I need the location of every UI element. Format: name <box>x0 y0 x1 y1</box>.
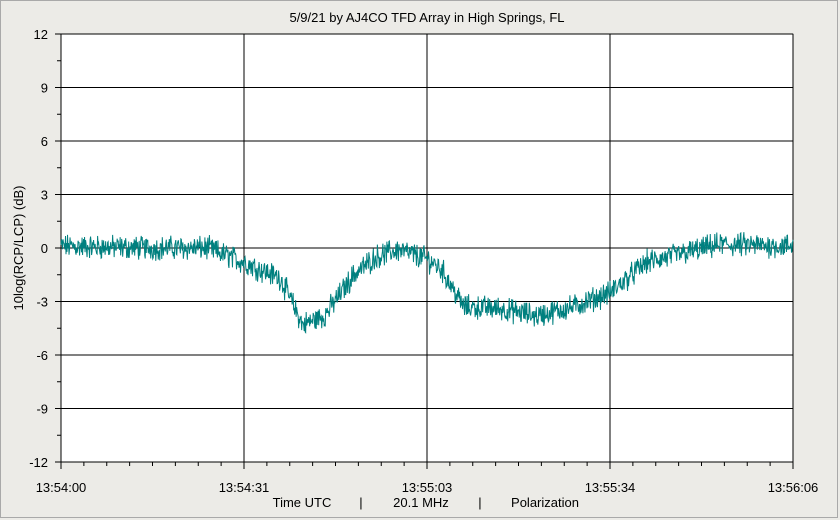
x-tick-label-0: 13:54:00 <box>36 480 87 495</box>
x-axis-label-time: Time UTC <box>273 495 332 510</box>
x-axis-separator-2: | <box>478 495 481 510</box>
x-axis-separator-1: | <box>359 495 362 510</box>
y-tick-label-7: -9 <box>36 402 48 417</box>
x-tick-label-1: 13:54:31 <box>219 480 270 495</box>
x-axis-label-frequency: 20.1 MHz <box>393 495 449 510</box>
y-axis-label: 10log(RCP/LCP) (dB) <box>11 186 26 311</box>
y-tick-label-0: 12 <box>34 27 48 42</box>
x-axis-label-mode: Polarization <box>511 495 579 510</box>
x-axis-label: Time UTC | 20.1 MHz | Polarization <box>273 495 579 510</box>
minor-ticks <box>55 33 794 469</box>
chart-title: 5/9/21 by AJ4CO TFD Array in High Spring… <box>289 10 564 25</box>
x-tick-label-3: 13:55:34 <box>585 480 636 495</box>
x-tick-label-2: 13:55:03 <box>402 480 453 495</box>
y-tick-label-5: -3 <box>36 295 48 310</box>
y-tick-labels: 12 9 6 3 0 -3 -6 -9 -12 <box>29 27 48 470</box>
y-tick-label-8: -12 <box>29 455 48 470</box>
y-tick-label-4: 0 <box>41 241 48 256</box>
x-tick-labels: 13:54:00 13:54:31 13:55:03 13:55:34 13:56:06 <box>36 480 819 495</box>
y-tick-label-2: 6 <box>41 134 48 149</box>
y-tick-label-3: 3 <box>41 188 48 203</box>
y-tick-label-6: -6 <box>36 348 48 363</box>
y-tick-label-1: 9 <box>41 81 48 96</box>
series-line-polarization <box>60 232 794 334</box>
x-tick-label-4: 13:56:06 <box>768 480 819 495</box>
